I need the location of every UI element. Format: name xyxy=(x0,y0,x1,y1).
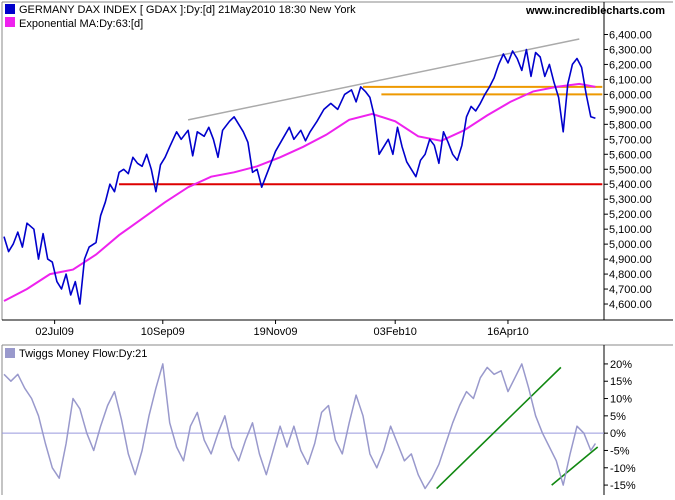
x-tick-label-0: 02Jul09 xyxy=(35,326,74,338)
price-y-tick-label-9: 5,500.00 xyxy=(609,164,652,176)
mf-y-tick-label-3: 5% xyxy=(610,411,626,423)
mf-y-tick-label-2: 10% xyxy=(610,394,632,406)
price-y-tick-label-11: 5,300.00 xyxy=(609,194,652,206)
x-tick-label-3: 03Feb10 xyxy=(373,326,416,338)
x-tick-label-4: 16Apr10 xyxy=(487,326,529,338)
price-y-tick-label-8: 5,600.00 xyxy=(609,149,652,161)
price-y-tick-label-7: 5,700.00 xyxy=(609,134,652,146)
price-y-tick-label-6: 5,800.00 xyxy=(609,119,652,131)
legend-swatch-dax xyxy=(5,4,15,14)
mf-plot-area xyxy=(2,363,604,490)
price-y-tick-label-0: 6,400.00 xyxy=(609,29,652,41)
price-y-tick-label-1: 6,300.00 xyxy=(609,44,652,56)
trend-mf-line-2 xyxy=(551,446,599,486)
trend-mf-line-1 xyxy=(436,366,562,490)
legend-swatch-ema xyxy=(5,17,15,27)
x-tick-label-1: 10Sep09 xyxy=(141,326,185,338)
price-y-tick-label-17: 4,700.00 xyxy=(609,284,652,296)
mf-y-tick-label-4: 0% xyxy=(610,428,626,440)
price-panel: 6,400.00 6,300.00 6,200.00 6,100.00 6,000.00… xyxy=(1,1,673,338)
price-plot-area xyxy=(3,38,603,305)
price-y-tick-label-3: 6,100.00 xyxy=(609,74,652,86)
x-axis: 02Jul09 10Sep09 19Nov09 03Feb10 16Apr10 xyxy=(35,320,529,338)
price-y-tick-label-16: 4,800.00 xyxy=(609,269,652,281)
price-y-tick-label-13: 5,100.00 xyxy=(609,224,652,236)
money-flow-panel: 20% 15% 10% 5% 0% -5% -10% -15% Twiggs Money Fl… xyxy=(1,344,673,495)
mf-y-tick-label-1: 15% xyxy=(610,376,632,388)
price-y-tick-label-12: 5,200.00 xyxy=(609,209,652,221)
legend-swatch-mf xyxy=(5,348,15,358)
price-y-tick-label-18: 4,600.00 xyxy=(609,299,652,311)
price-y-tick-label-14: 5,000.00 xyxy=(609,239,652,251)
price-y-tick-label-5: 5,900.00 xyxy=(609,104,652,116)
legend-label-ema: Exponential MA:Dy:63:[d] xyxy=(19,18,143,30)
mf-y-tick-label-6: -10% xyxy=(610,463,636,475)
price-y-axis: 6,400.00 6,300.00 6,200.00 6,100.00 6,000.00… xyxy=(604,29,652,311)
legend-label-mf: Twiggs Money Flow:Dy:21 xyxy=(19,348,147,360)
legend-label-dax: GERMANY DAX INDEX [ GDAX ]:Dy:[d] 21May2… xyxy=(19,4,356,16)
mf-y-tick-label-5: -5% xyxy=(610,445,630,457)
mf-y-tick-label-7: -15% xyxy=(610,480,636,492)
legend: GERMANY DAX INDEX [ GDAX ]:Dy:[d] 21May2… xyxy=(5,4,356,30)
price-y-tick-label-10: 5,400.00 xyxy=(609,179,652,191)
price-y-tick-label-15: 4,900.00 xyxy=(609,254,652,266)
price-y-tick-label-2: 6,200.00 xyxy=(609,59,652,71)
price-line xyxy=(3,48,596,305)
ema-line xyxy=(3,82,596,302)
money-flow-line xyxy=(3,363,597,490)
mf-y-axis: 20% 15% 10% 5% 0% -5% -10% -15% xyxy=(604,359,636,492)
site-watermark: www.incrediblecharts.com xyxy=(525,5,665,17)
price-y-tick-label-4: 6,000.00 xyxy=(609,89,652,101)
mf-y-tick-label-0: 20% xyxy=(610,359,632,371)
x-tick-label-2: 19Nov09 xyxy=(254,326,298,338)
mf-legend: Twiggs Money Flow:Dy:21 xyxy=(5,348,147,360)
